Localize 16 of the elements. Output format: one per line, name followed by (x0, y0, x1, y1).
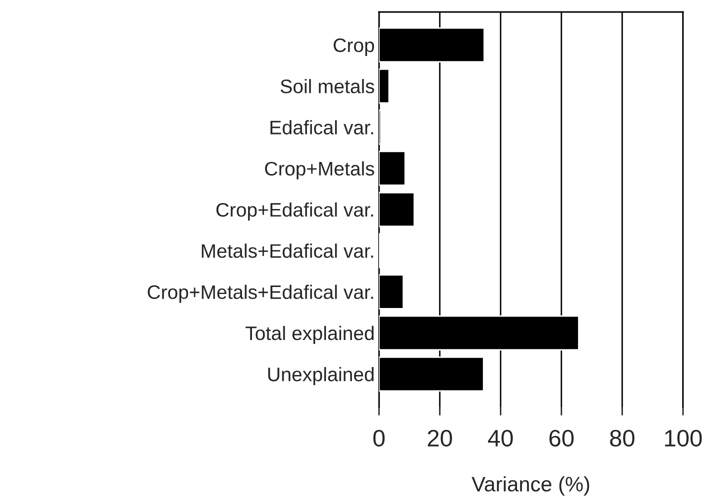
y-tick-label: Crop+Metals (265, 161, 374, 180)
y-tick-label: Metals+Edafical var. (202, 244, 374, 258)
y-tick-label: Edafical var. (270, 120, 374, 134)
y-tick-label: Soil metals (280, 79, 374, 94)
x-tick-label: 20 (428, 430, 452, 447)
x-tick-label: 0 (373, 430, 385, 447)
y-tick-label: Crop+Metals+Edafical var. (148, 284, 374, 303)
x-axis-title: Variance (%) (472, 476, 590, 496)
x-tick-label: 60 (549, 430, 574, 447)
y-tick-label: Crop (334, 38, 374, 56)
y-tick-label: Crop+Edafical var. (216, 202, 374, 221)
x-tick-label: 40 (488, 430, 513, 447)
x-tick-label: 100 (665, 430, 702, 447)
x-tick-label: 80 (610, 430, 634, 447)
y-tick-label: Total explained (246, 326, 374, 344)
y-tick-label: Unexplained (268, 367, 374, 386)
